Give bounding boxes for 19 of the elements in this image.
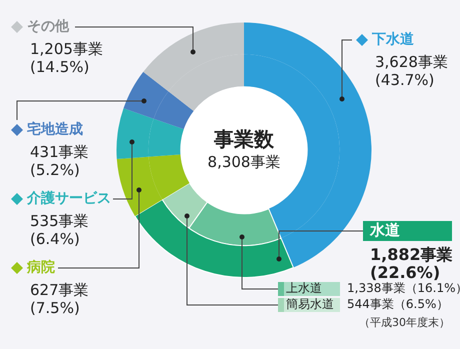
data-label: 3,628事業 (43.7%) (375, 52, 448, 89)
legend-label: 介護サービス (26, 190, 111, 207)
text: 事業数 (213, 127, 275, 152)
data-label: 431事業 (5.2%) (30, 142, 89, 179)
data-label: 1,882事業 (22.6%) (370, 245, 453, 282)
data-label: 1,338事業（16.1%） (347, 281, 460, 296)
data-label: 627事業 (7.5%) (30, 280, 89, 317)
legend-label: 病院 (26, 258, 55, 276)
data-label: 544事業（6.5%） (347, 297, 448, 312)
slice-label: 水道 (369, 220, 401, 239)
legend-label: 下水道 (371, 32, 415, 48)
text: （平成30年度末） (359, 316, 450, 329)
data-label: 1,205事業 (14.5%) (30, 40, 103, 76)
data-label: 535事業 (6.4%) (30, 212, 89, 248)
text: 8,308事業 (208, 152, 280, 171)
legend-label: 上水道 (286, 281, 322, 296)
legend-label: その他 (27, 18, 70, 35)
legend-label: 宅地造成 (27, 120, 83, 138)
legend-label: 簡易水道 (286, 297, 334, 312)
